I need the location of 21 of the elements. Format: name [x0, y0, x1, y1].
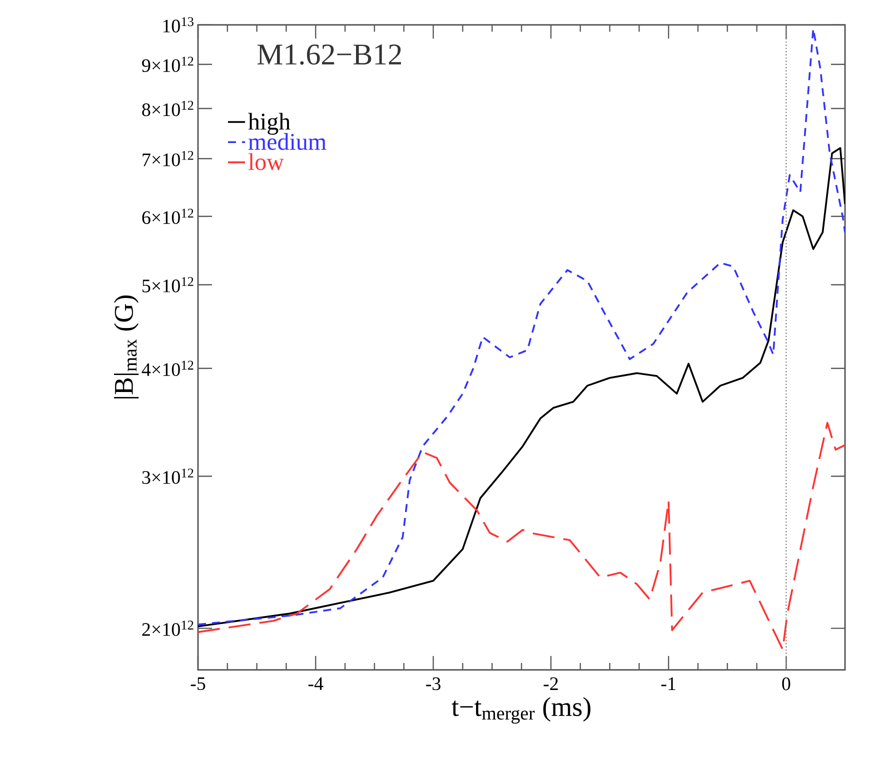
y-tick-label: 3×10$^{12}$ — [142, 468, 194, 484]
x-axis-title: t−t$_{merger}$ (ms) — [452, 697, 590, 724]
x-tick-label: 0 — [782, 677, 790, 690]
legend-label: high — [248, 112, 290, 135]
y-tick-label: 5×10$^{12}$ — [142, 277, 194, 292]
x-tick-label: -1 — [661, 677, 676, 690]
x-tick-label: -5 — [190, 677, 206, 690]
y-tick-label: 4×10$^{12}$ — [142, 360, 194, 376]
y-tick-label: 8×10$^{12}$ — [142, 100, 194, 116]
x-tick-label: -4 — [308, 677, 324, 690]
chart-title: M1.62−B12 — [257, 44, 401, 65]
y-tick-label: 9×10$^{12}$ — [142, 56, 194, 72]
y-tick-label: 6×10$^{12}$ — [142, 208, 194, 224]
y-tick-label: 2×10$^{12}$ — [142, 620, 194, 636]
x-tick-label: -2 — [544, 677, 558, 690]
y-axis-title: |B|$_{max}$ (G) — [114, 296, 139, 398]
y-tick-label: 7×10$^{12}$ — [142, 150, 194, 166]
legend-label: low — [248, 153, 284, 170]
y-tick-label: 10$^{13}$ — [163, 17, 194, 32]
legend-label: medium — [248, 133, 326, 150]
x-tick-label: -3 — [426, 677, 440, 690]
